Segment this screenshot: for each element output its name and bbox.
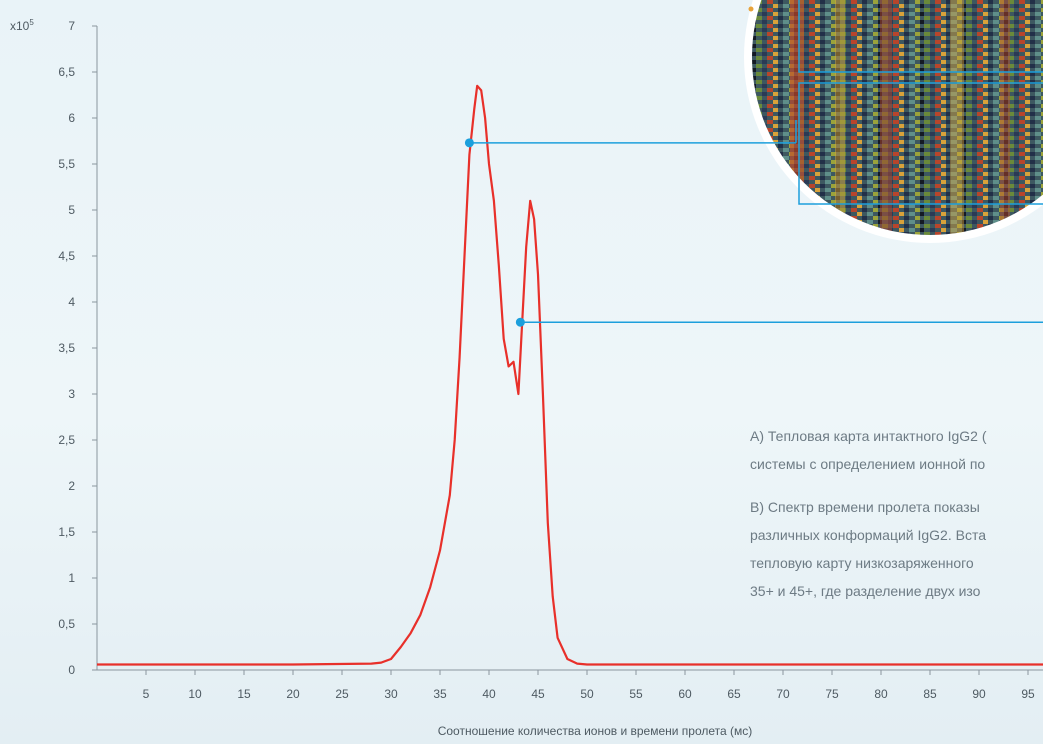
- x-tick-label: 35: [433, 687, 447, 701]
- y-tick-label: 1,5: [58, 525, 75, 539]
- y-multiplier-exponent: 5: [29, 18, 34, 27]
- x-tick-label: 25: [335, 687, 349, 701]
- x-tick-label: 30: [384, 687, 398, 701]
- x-tick-label: 65: [727, 687, 741, 701]
- x-tick-label: 45: [531, 687, 545, 701]
- y-tick-label: 4: [68, 295, 75, 309]
- y-tick-label: 3,5: [58, 341, 75, 355]
- y-tick-label: 2: [68, 479, 75, 493]
- x-tick-label: 10: [188, 687, 202, 701]
- y-tick-label: 5: [68, 203, 75, 217]
- x-tick-label: 40: [482, 687, 496, 701]
- y-multiplier-label: x105: [10, 18, 34, 33]
- caption-b-line-1: B) Спектр времени пролета показы: [750, 499, 980, 515]
- x-tick-label: 85: [923, 687, 937, 701]
- y-multiplier-base: x10: [10, 19, 30, 33]
- x-tick-label: 20: [286, 687, 300, 701]
- x-tick-label: 80: [874, 687, 888, 701]
- marker-point: [515, 317, 525, 327]
- y-tick-label: 0,5: [58, 617, 75, 631]
- spectrum-line: [97, 84, 1043, 666]
- x-tick-label: 70: [776, 687, 790, 701]
- x-tick-label: 5: [143, 687, 150, 701]
- y-tick-label: 6,5: [58, 65, 75, 79]
- y-tick-label: 1: [68, 571, 75, 585]
- caption-a-line-1: A) Тепловая карта интактного IgG2 (: [750, 428, 987, 444]
- caption-b-line-4: 35+ и 45+, где разделение двух изо: [750, 583, 981, 599]
- x-axis-title: Соотношение количества ионов и времени п…: [438, 724, 753, 738]
- caption-b-line-3: тепловую карту низкозаряженного: [750, 555, 974, 571]
- caption-b-line-2: различных конформаций IgG2. Вста: [750, 527, 987, 543]
- heatmap-box-upper: [798, 0, 1043, 73]
- y-tick-label: 2,5: [58, 433, 75, 447]
- x-tick-label: 75: [825, 687, 839, 701]
- x-tick-label: 15: [237, 687, 251, 701]
- y-tick-label: 4,5: [58, 249, 75, 263]
- y-tick-label: 0: [68, 663, 75, 677]
- y-tick-label: 3: [68, 387, 75, 401]
- heatmap-box-lower: [798, 82, 1043, 205]
- marker-point: [464, 138, 474, 148]
- x-tick-label: 95: [1021, 687, 1035, 701]
- x-tick-label: 60: [678, 687, 692, 701]
- heatmap-inset: [744, 0, 1043, 243]
- x-tick-label: 90: [972, 687, 986, 701]
- y-tick-label: 5,5: [58, 157, 75, 171]
- x-tick-label: 50: [580, 687, 594, 701]
- y-tick-label: 6: [68, 111, 75, 125]
- caption-a-line-2: системы с определением ионной по: [750, 456, 986, 472]
- y-tick-label: 7: [68, 19, 75, 33]
- x-tick-label: 55: [629, 687, 643, 701]
